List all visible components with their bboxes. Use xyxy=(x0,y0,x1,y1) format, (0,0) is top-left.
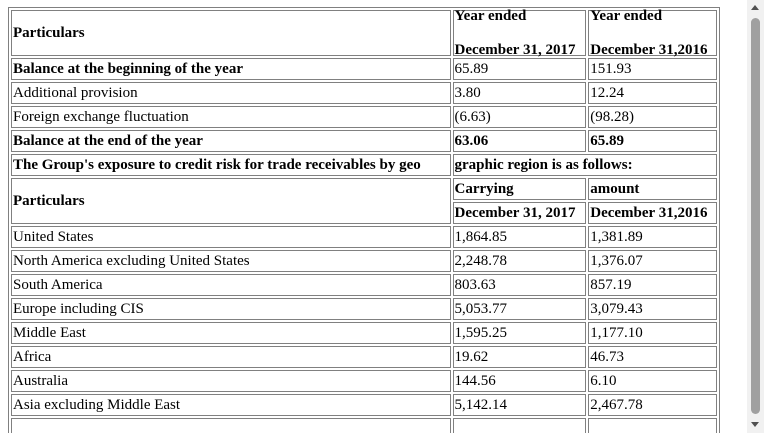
table-row: Additional provision 3.80 12.24 xyxy=(11,82,717,104)
row-value-2017: 5,053.77 xyxy=(452,298,587,320)
row-value-2016: 46.73 xyxy=(588,346,717,368)
table1-header-2016: Year ended December 31,2016 xyxy=(588,8,717,58)
exposure-note-row: The Group's exposure to credit risk for … xyxy=(11,154,717,176)
table-row: Europe including CIS 5,053.77 3,079.43 xyxy=(11,298,717,320)
row-value-2017: 2,248.78 xyxy=(452,250,587,272)
table-row: Foreign exchange fluctuation (6.63) (98.… xyxy=(11,106,717,128)
table1-header-2017-line2: December 31, 2017 xyxy=(454,42,576,58)
row-value-2016: (98.28) xyxy=(588,106,717,128)
table-row: Australia 144.56 6.10 xyxy=(11,370,717,392)
table-row: Balance at the beginning of the year 65.… xyxy=(11,58,717,80)
document-viewport: Particulars Year ended December 31, 2017… xyxy=(8,7,720,433)
table2-subheader-row: December 31, 2017 December 31,2016 xyxy=(11,202,717,224)
table-row: South America 803.63 857.19 xyxy=(11,274,717,296)
scroll-down-arrow-icon[interactable] xyxy=(747,416,764,433)
vertical-scrollbar[interactable] xyxy=(747,0,764,433)
row-value-2017: 19.62 xyxy=(452,346,587,368)
scroll-up-arrow-icon[interactable] xyxy=(747,0,764,17)
row-value-2017: 1,595.25 xyxy=(452,322,587,344)
row-value-2017: (6.63) xyxy=(452,106,587,128)
row-value-2017: 65.89 xyxy=(452,58,587,80)
row-value-2017: 63.06 xyxy=(452,130,587,152)
table-row-partial xyxy=(11,418,717,433)
row-value-2017: 803.63 xyxy=(452,274,587,296)
row-label: Additional provision xyxy=(11,82,451,104)
row-value-2016: 151.93 xyxy=(588,58,717,80)
table1-header-particulars: Particulars xyxy=(11,10,451,56)
table-row: United States 1,864.85 1,381.89 xyxy=(11,226,717,248)
table2-header-amount: amount xyxy=(588,178,717,200)
row-value-2017: 1,864.85 xyxy=(452,226,587,248)
row-label: Australia xyxy=(11,370,451,392)
row-value-2016: 1,376.07 xyxy=(588,250,717,272)
row-label: United States xyxy=(11,226,451,248)
financial-table: Particulars Year ended December 31, 2017… xyxy=(8,7,720,433)
row-value-2016: 65.89 xyxy=(588,130,717,152)
scrollbar-thumb[interactable] xyxy=(751,18,760,414)
table2-header-carrying: Carrying xyxy=(452,178,587,200)
table2-header-row: Particulars Carrying amount xyxy=(11,178,717,224)
row-label: Asia excluding Middle East xyxy=(11,394,451,416)
row-value-2016: 12.24 xyxy=(588,82,717,104)
table-row: Asia excluding Middle East 5,142.14 2,46… xyxy=(11,394,717,416)
table-row: Middle East 1,595.25 1,177.10 xyxy=(11,322,717,344)
table2-header-2017: December 31, 2017 xyxy=(452,202,587,224)
exposure-note-part2: graphic region is as follows: xyxy=(452,154,717,176)
row-label: North America excluding United States xyxy=(11,250,451,272)
table1-header-2017: Year ended December 31, 2017 xyxy=(452,8,587,58)
row-value-2016: 2,467.78 xyxy=(588,394,717,416)
row-label: Middle East xyxy=(11,322,451,344)
table2-header-particulars: Particulars xyxy=(11,178,451,224)
row-value-2016: 3,079.43 xyxy=(588,298,717,320)
table-row: Africa 19.62 46.73 xyxy=(11,346,717,368)
row-value-2016: 1,381.89 xyxy=(588,226,717,248)
table2-header-2016: December 31,2016 xyxy=(588,202,717,224)
row-value-2017 xyxy=(452,418,587,433)
table1-header-2016-line2: December 31,2016 xyxy=(590,42,708,58)
table-row: Balance at the end of the year 63.06 65.… xyxy=(11,130,717,152)
exposure-note-part1: The Group's exposure to credit risk for … xyxy=(11,154,451,176)
row-label: Balance at the end of the year xyxy=(11,130,451,152)
row-label: Foreign exchange fluctuation xyxy=(11,106,451,128)
table1-header-2016-line1: Year ended xyxy=(590,8,663,24)
row-value-2016 xyxy=(588,418,717,433)
table-row: North America excluding United States 2,… xyxy=(11,250,717,272)
row-label: Balance at the beginning of the year xyxy=(11,58,451,80)
row-value-2016: 1,177.10 xyxy=(588,322,717,344)
row-label: Europe including CIS xyxy=(11,298,451,320)
row-label xyxy=(11,418,451,433)
row-label: Africa xyxy=(11,346,451,368)
row-value-2017: 5,142.14 xyxy=(452,394,587,416)
table1-header-2017-line1: Year ended xyxy=(454,8,527,24)
row-value-2016: 857.19 xyxy=(588,274,717,296)
row-value-2017: 3.80 xyxy=(452,82,587,104)
row-label: South America xyxy=(11,274,451,296)
row-value-2017: 144.56 xyxy=(452,370,587,392)
row-value-2016: 6.10 xyxy=(588,370,717,392)
table1-header-row: Particulars Year ended December 31, 2017… xyxy=(11,8,717,58)
